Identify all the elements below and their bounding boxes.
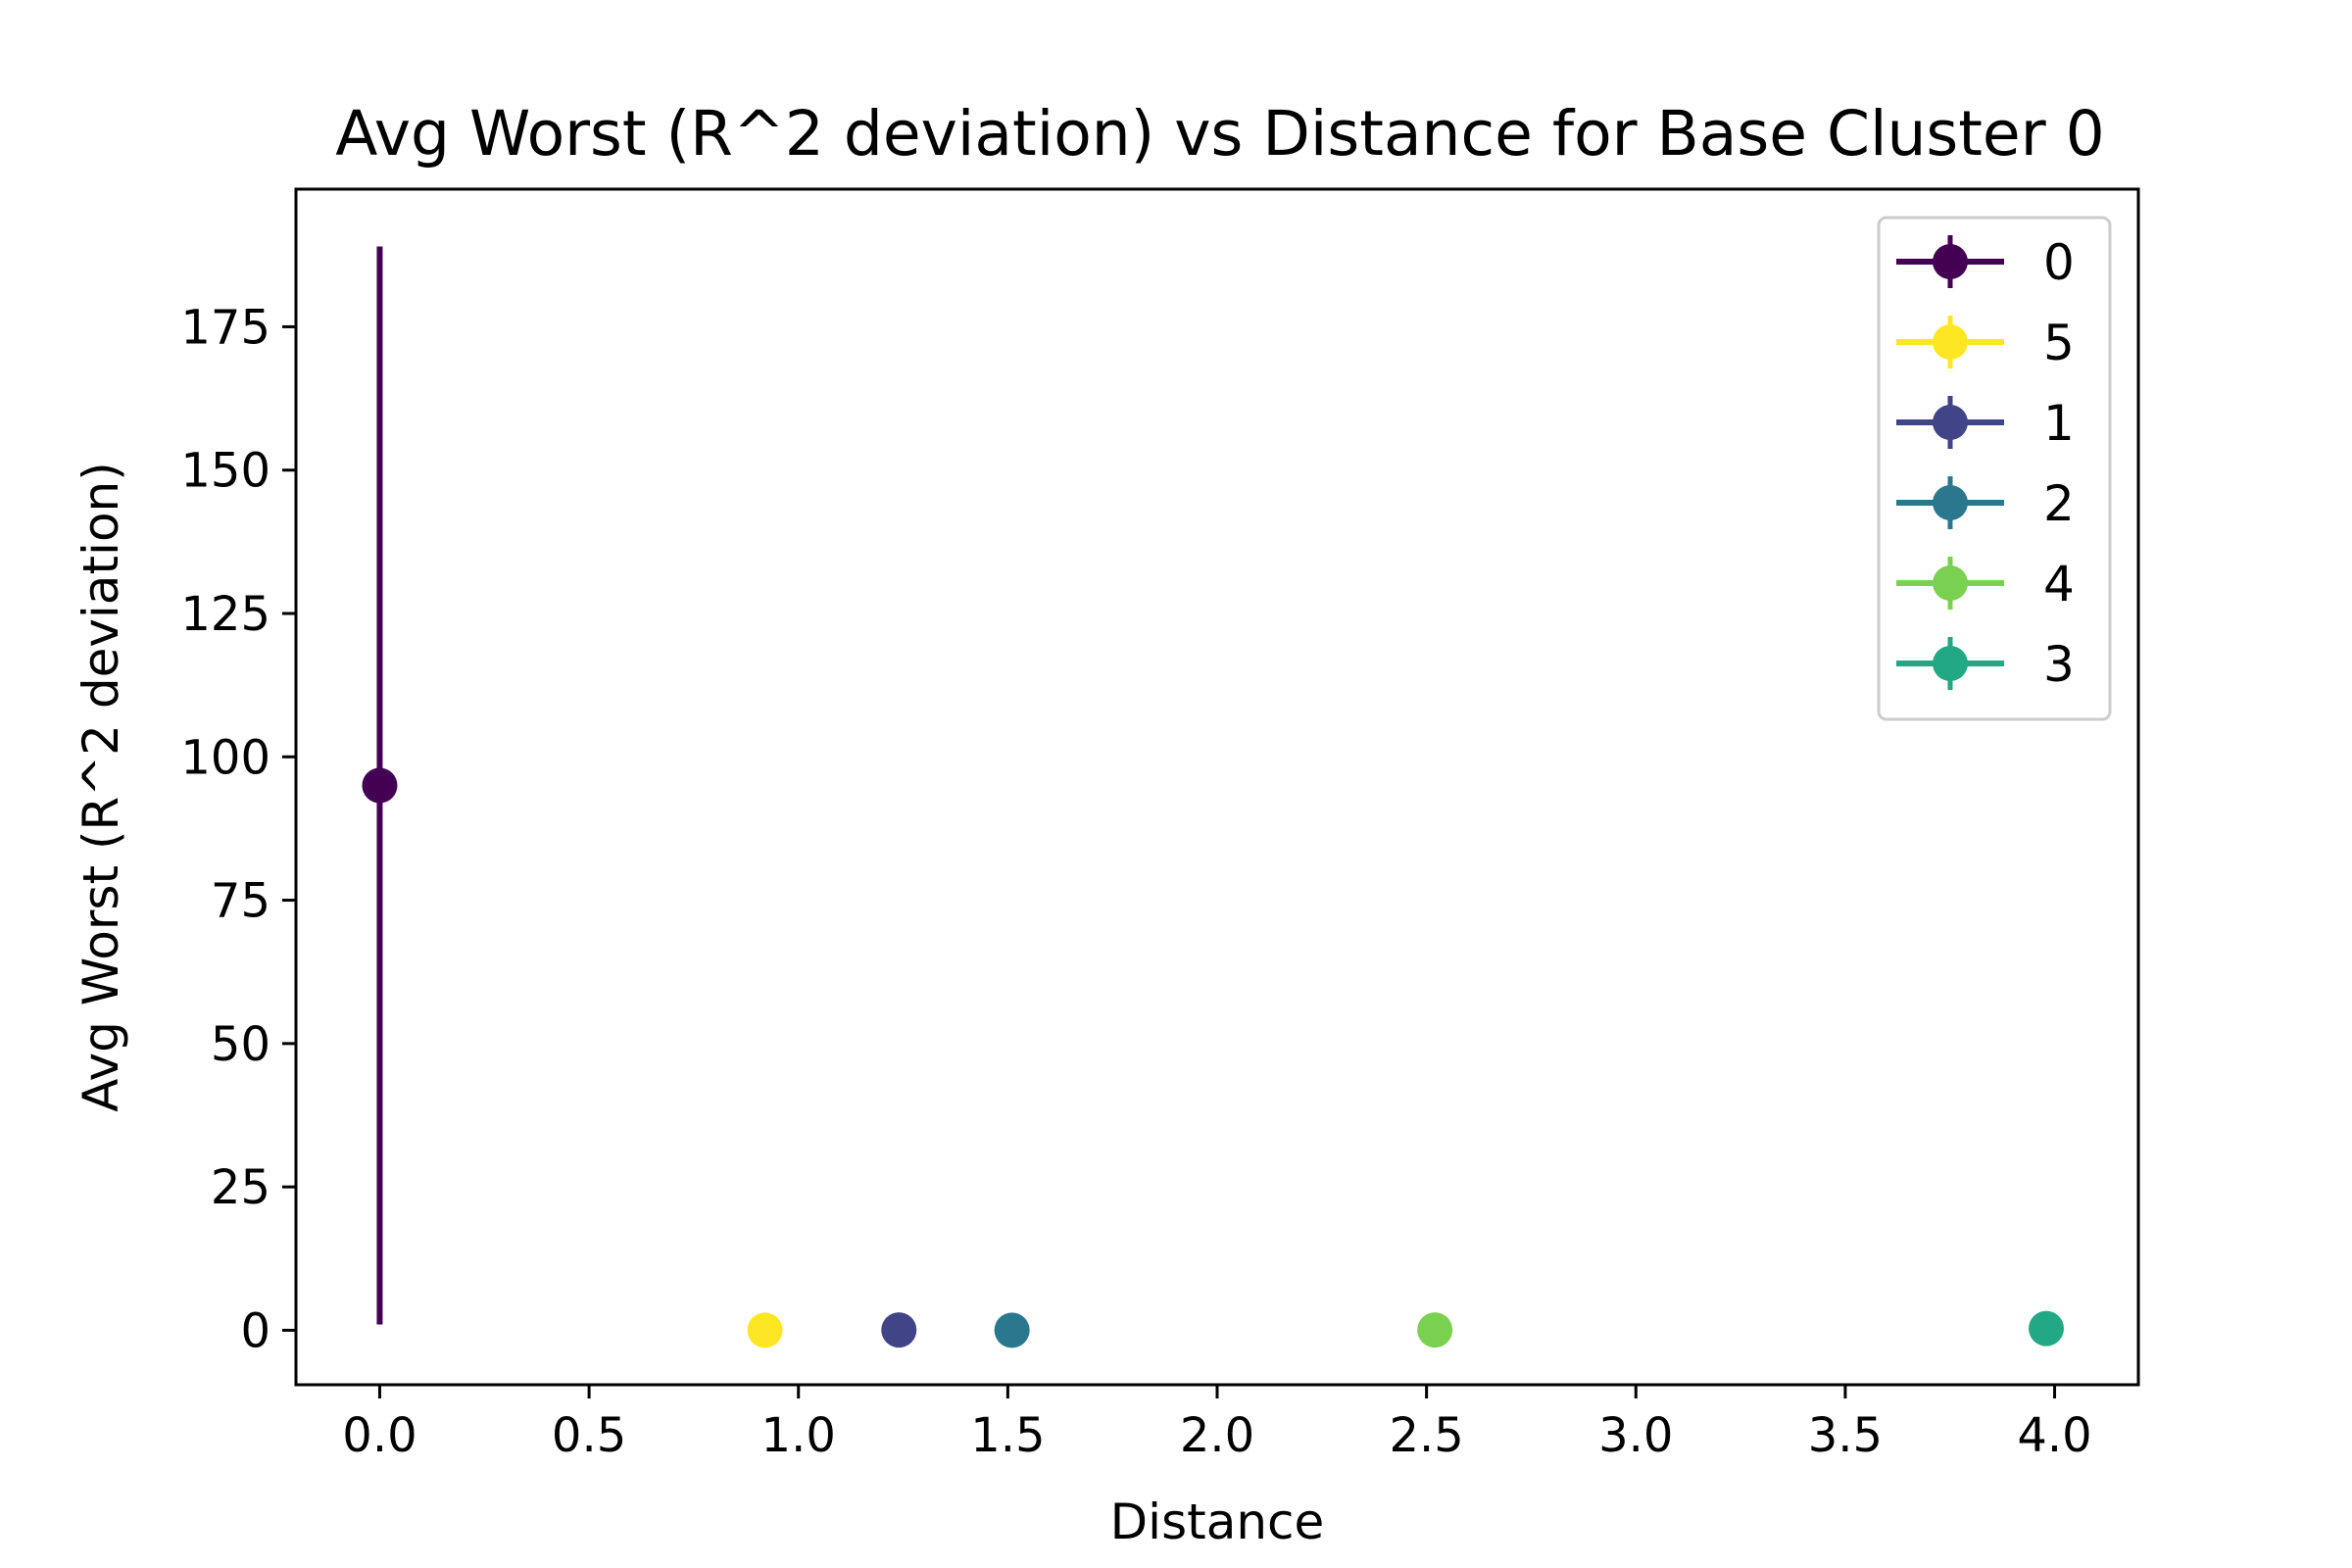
legend-items: 0 5 1 2 4 3	[1896, 234, 2075, 693]
x-tick-label: 3.5	[1808, 1408, 1883, 1463]
x-tick-label: 0.0	[342, 1408, 416, 1463]
legend-marker-4	[1933, 565, 1968, 601]
legend-marker-1	[1933, 405, 1968, 440]
x-axis-label: Distance	[1110, 1494, 1325, 1550]
legend-marker-3	[1933, 646, 1968, 681]
plot-frame	[294, 187, 2140, 1387]
y-tick-label: 0	[240, 1303, 270, 1358]
y-tick-label: 100	[180, 730, 270, 785]
y-axis-label: Avg Worst (R^2 deviation)	[73, 462, 129, 1111]
x-axis-ticks: 0.0 0.5 1.0 1.5 2.0 2.5 3.0 3.5 4.0	[342, 1385, 2092, 1463]
legend-label-0: 0	[2043, 234, 2075, 291]
legend-label-2: 2	[2043, 475, 2075, 532]
y-tick-label: 25	[211, 1160, 270, 1215]
y-tick-label: 75	[211, 874, 270, 929]
data-point-series-5	[747, 1312, 783, 1348]
x-tick-label: 2.0	[1180, 1408, 1254, 1463]
x-tick-label: 1.0	[761, 1408, 836, 1463]
legend: 0 5 1 2 4 3	[1877, 216, 2112, 721]
y-tick-label: 175	[180, 300, 270, 355]
legend-label-4: 4	[2043, 556, 2075, 612]
chart-title: Avg Worst (R^2 deviation) vs Distance fo…	[335, 98, 2104, 170]
data-point-series-3	[2029, 1310, 2064, 1347]
y-tick-label: 150	[180, 444, 270, 499]
x-tick-label: 4.0	[2017, 1408, 2091, 1463]
data-point-series-0	[362, 767, 398, 804]
x-tick-label: 3.0	[1598, 1408, 1673, 1463]
x-tick-label: 2.5	[1389, 1408, 1463, 1463]
legend-label-1: 1	[2043, 395, 2075, 452]
x-tick-label: 1.5	[970, 1408, 1045, 1463]
legend-label-5: 5	[2043, 315, 2075, 371]
legend-marker-2	[1933, 485, 1968, 520]
legend-marker-0	[1933, 244, 1968, 279]
y-axis-ticks: 0 25 50 75 100 125 150 175	[180, 300, 296, 1358]
y-tick-label: 50	[211, 1017, 270, 1072]
x-tick-label: 0.5	[552, 1408, 626, 1463]
legend-label-3: 3	[2043, 636, 2075, 693]
y-tick-label: 125	[180, 587, 270, 642]
legend-marker-5	[1933, 324, 1968, 360]
data-point-series-4	[1417, 1312, 1453, 1348]
legend-box	[1877, 216, 2112, 721]
data-point-series-1	[881, 1312, 917, 1348]
data-point-series-2	[994, 1312, 1030, 1348]
data-marks	[362, 246, 2064, 1348]
